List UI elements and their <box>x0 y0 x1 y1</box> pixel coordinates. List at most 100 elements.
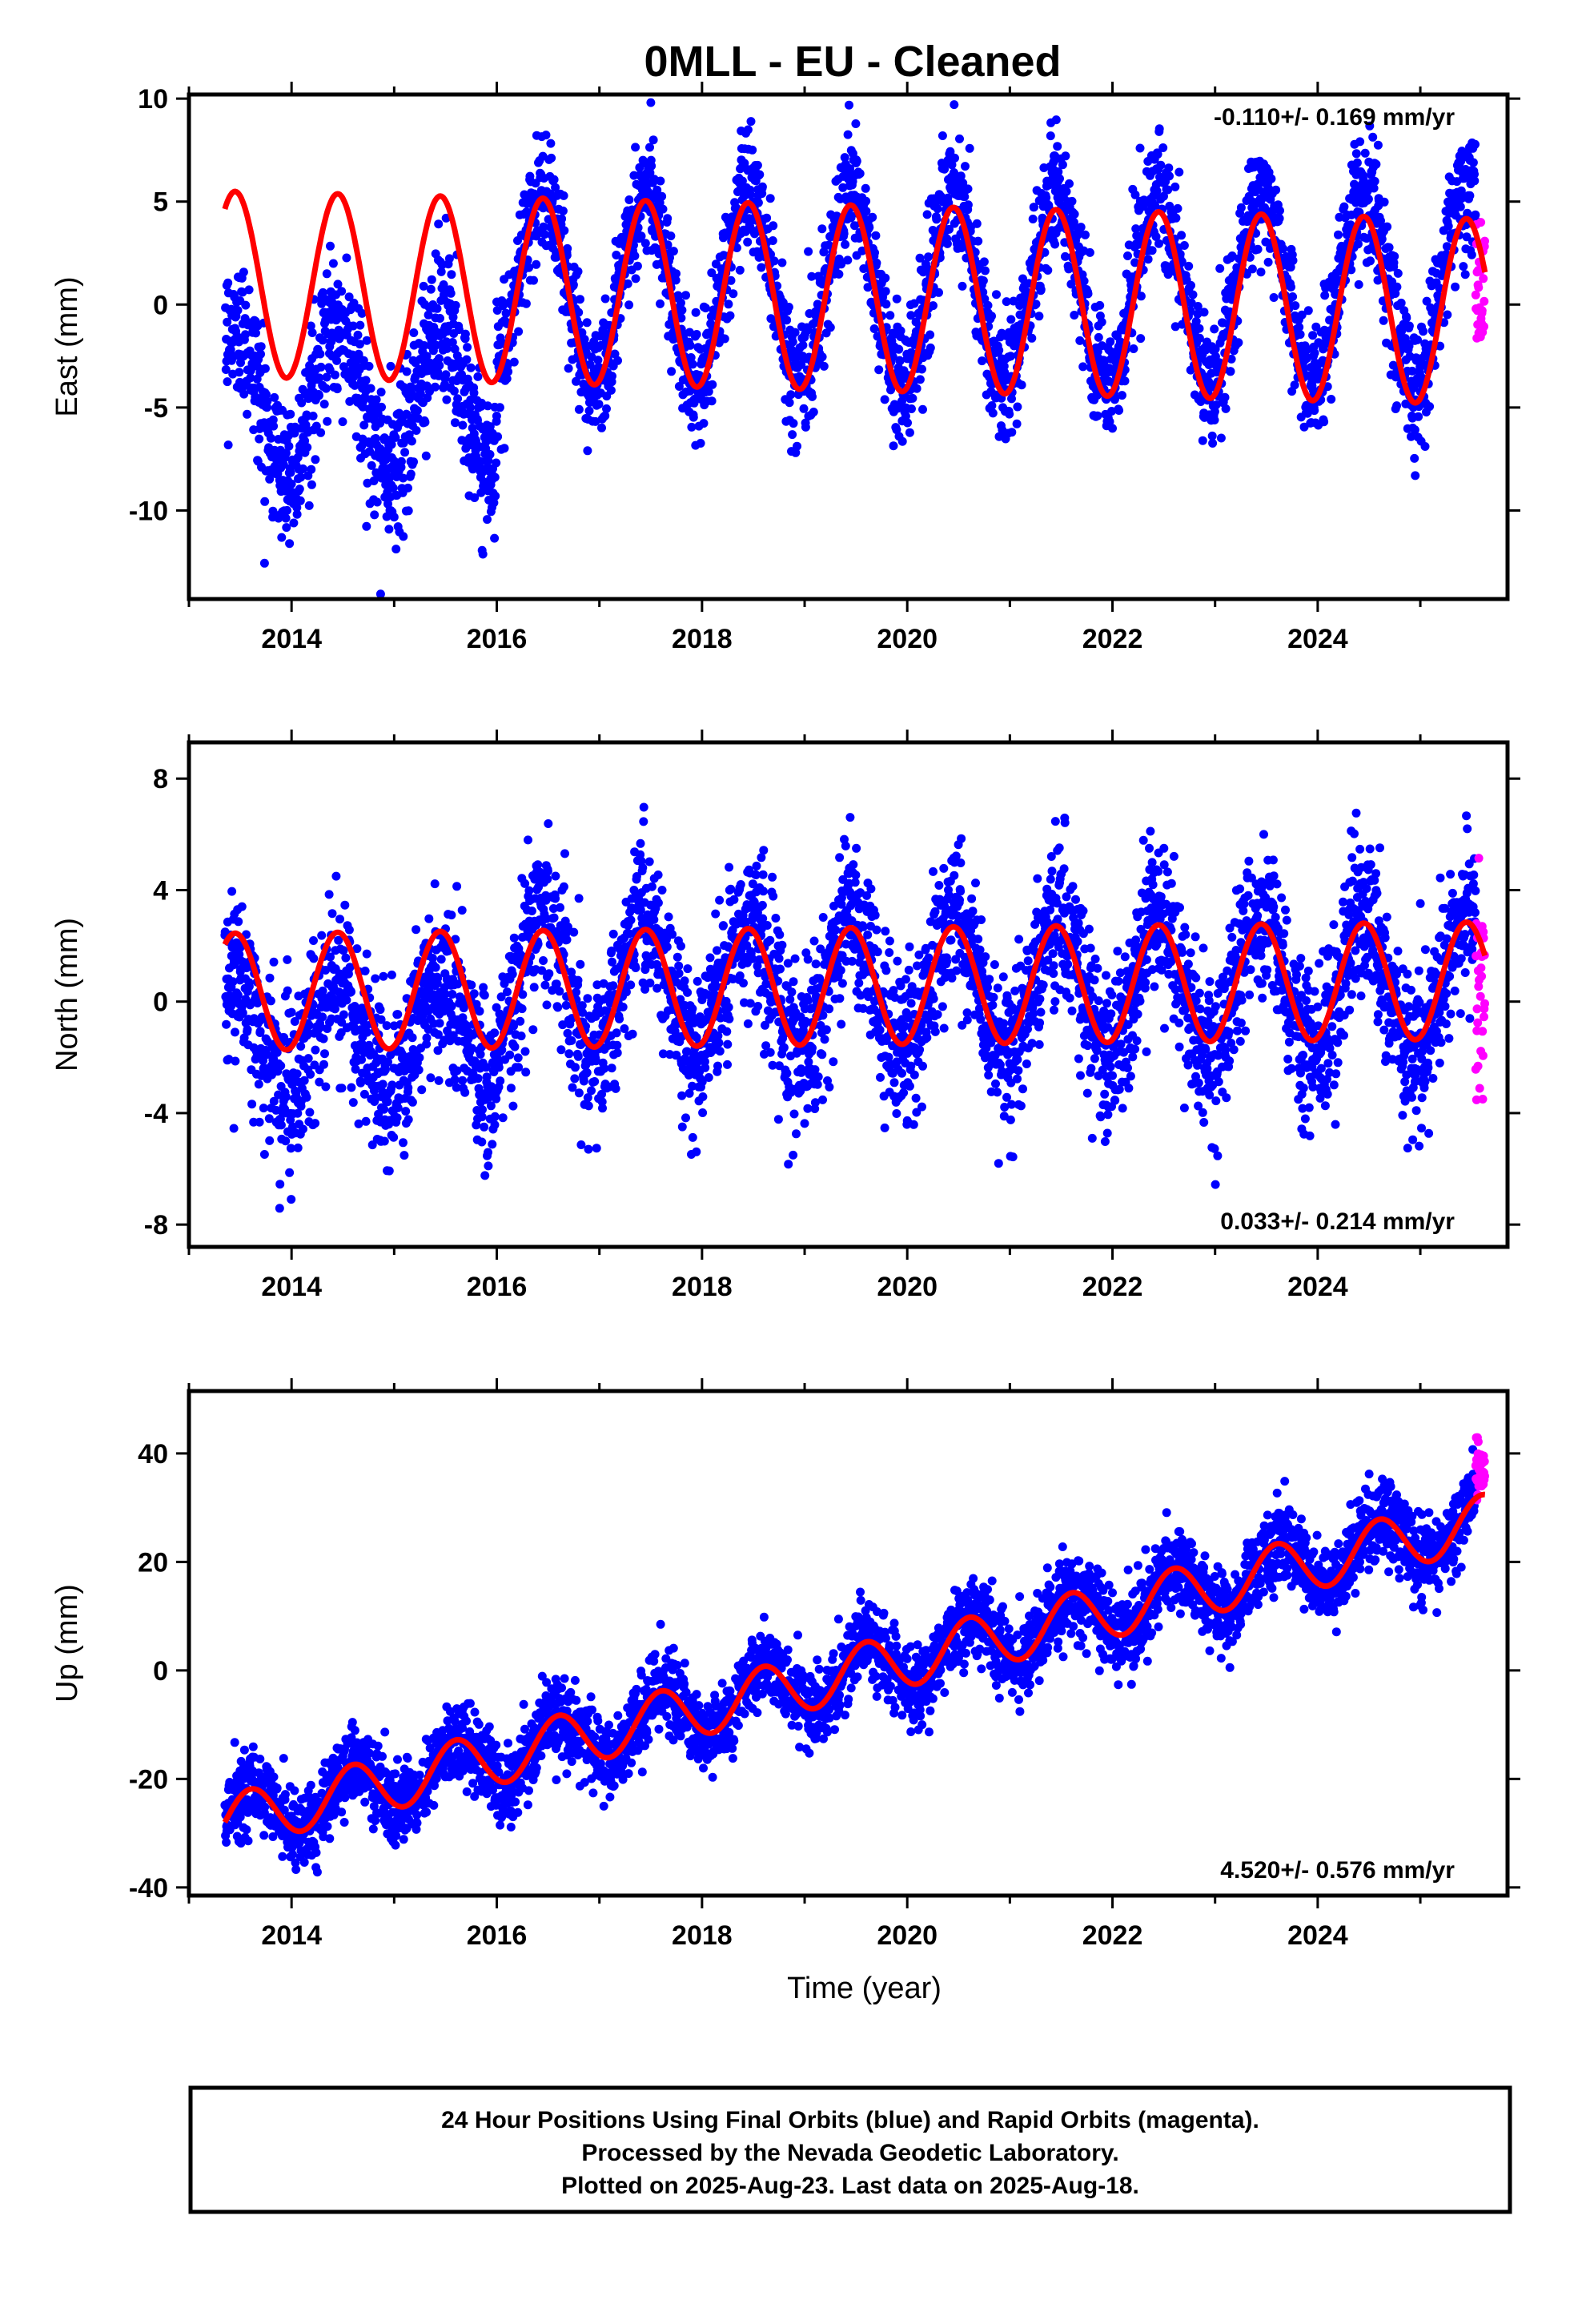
data-point <box>441 370 451 380</box>
data-point <box>1410 453 1419 463</box>
data-point <box>243 1025 252 1035</box>
data-point <box>524 835 532 845</box>
data-point <box>297 398 307 408</box>
data-point <box>388 483 398 493</box>
data-point <box>1170 182 1180 191</box>
data-point <box>308 412 318 420</box>
data-point <box>432 304 442 313</box>
data-point <box>1404 321 1414 331</box>
data-point <box>963 184 973 194</box>
data-point <box>231 1056 240 1066</box>
data-point <box>407 436 416 446</box>
data-point <box>656 176 665 186</box>
data-point <box>788 430 797 440</box>
data-point <box>1081 230 1090 239</box>
data-point <box>307 328 317 337</box>
data-point <box>1392 282 1402 292</box>
data-point <box>539 956 548 965</box>
data-point <box>1064 264 1074 274</box>
data-point <box>786 390 796 400</box>
data-point <box>480 1171 490 1180</box>
data-point <box>947 160 957 170</box>
data-point <box>492 412 501 420</box>
data-point <box>865 223 874 232</box>
data-point <box>246 373 255 383</box>
data-point <box>315 349 325 359</box>
data-point <box>1186 298 1196 308</box>
x-tick-label: 2018 <box>672 624 733 654</box>
data-point <box>1079 276 1089 286</box>
data-point <box>447 270 456 279</box>
data-point <box>485 422 495 432</box>
data-point <box>981 266 990 275</box>
data-point <box>804 247 813 256</box>
data-point <box>1138 202 1148 211</box>
data-point <box>1377 235 1387 244</box>
data-point <box>1351 149 1361 159</box>
data-point <box>663 214 673 223</box>
data-point <box>311 421 321 431</box>
data-point <box>1425 402 1435 412</box>
data-point <box>1046 131 1055 141</box>
data-point <box>371 434 380 443</box>
data-point <box>339 946 348 955</box>
data-point <box>824 240 833 250</box>
data-point <box>366 384 375 393</box>
data-point <box>689 412 698 422</box>
data-point <box>322 269 331 279</box>
data-point <box>597 423 606 432</box>
data-point <box>357 441 367 451</box>
y-tick-label: 0 <box>153 290 168 320</box>
data-point <box>558 206 568 215</box>
data-point <box>1269 293 1279 302</box>
data-point <box>889 441 898 451</box>
data-point <box>799 404 809 413</box>
data-point <box>843 255 853 265</box>
data-point <box>260 497 270 506</box>
data-point <box>259 1150 269 1159</box>
data-point <box>276 1061 286 1071</box>
data-point <box>292 1069 302 1079</box>
data-point <box>332 356 342 365</box>
data-point <box>1419 327 1428 336</box>
data-point <box>1404 341 1414 351</box>
data-point <box>549 175 559 184</box>
data-point <box>1045 180 1054 190</box>
data-point <box>646 98 656 107</box>
data-point <box>929 301 938 311</box>
data-point <box>1163 270 1173 279</box>
data-point <box>540 230 549 239</box>
data-point <box>1220 392 1230 402</box>
data-point <box>400 1151 409 1160</box>
data-point <box>1236 203 1246 212</box>
data-point <box>1069 218 1078 227</box>
data-point <box>269 957 279 967</box>
data-point <box>504 367 513 376</box>
data-point <box>809 408 818 416</box>
data-point <box>479 477 488 487</box>
data-point <box>546 139 556 148</box>
data-point <box>281 1136 291 1146</box>
data-point <box>244 285 254 295</box>
data-point <box>757 182 767 191</box>
data-point <box>961 162 970 171</box>
data-point <box>576 295 584 304</box>
data-point <box>306 1070 315 1079</box>
data-point <box>640 239 650 248</box>
data-point <box>600 411 610 420</box>
data-point <box>355 340 364 349</box>
data-point <box>926 330 935 340</box>
data-point <box>732 243 741 252</box>
data-point <box>753 198 763 207</box>
data-point <box>753 160 762 170</box>
data-point <box>430 879 440 889</box>
data-point <box>580 335 589 344</box>
data-point <box>688 360 697 369</box>
data-point <box>1373 275 1383 285</box>
data-point <box>726 275 736 285</box>
data-point <box>765 194 775 203</box>
data-point <box>769 256 779 266</box>
data-point <box>1334 230 1343 239</box>
data-point <box>448 312 458 322</box>
y-axis-label: East (mm) <box>50 276 84 416</box>
